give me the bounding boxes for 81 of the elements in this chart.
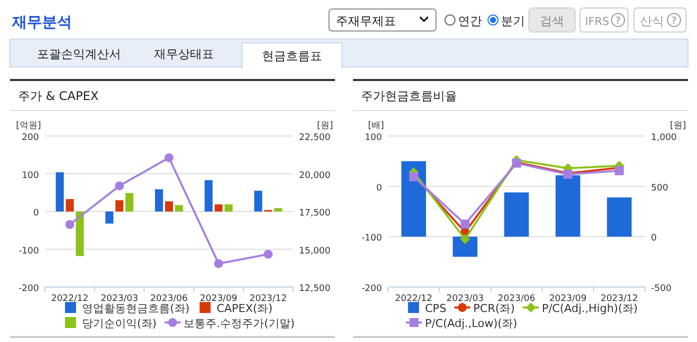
legend-label: 보통주.수정주가(기말) (184, 317, 295, 330)
text: 포괄손익계산서 (37, 47, 121, 61)
text: 검색 (540, 14, 564, 28)
bar (214, 204, 223, 212)
x-tick-label: 2023/09 (549, 294, 587, 304)
y2-axis-title: [원] (316, 121, 333, 131)
bar (606, 197, 632, 237)
text: IFRS (585, 15, 610, 28)
bar (556, 175, 580, 237)
bar (274, 208, 282, 212)
bar (175, 205, 183, 212)
legend-label: CPS (425, 302, 446, 315)
text: 현금흐름표 (262, 49, 322, 63)
legend-label: 영업활동현금흐름(좌) (82, 302, 190, 315)
bar (254, 190, 262, 212)
bar (66, 199, 74, 212)
chart-title: 주가현금흐름비율 (361, 89, 457, 103)
bar (504, 192, 529, 237)
text: 주재무제표 (336, 14, 396, 28)
text: 분기 (501, 14, 525, 28)
bar (224, 204, 233, 212)
point (114, 181, 124, 190)
y2-axis-title: [원] (670, 121, 686, 131)
text: 산식 (640, 14, 664, 28)
point (264, 250, 273, 259)
legend-label: PCR(좌) (473, 302, 515, 315)
bar (105, 212, 114, 224)
point (164, 153, 174, 162)
legend-label: CAPEX(좌) (216, 302, 273, 315)
x-tick-label: 2023/03 (446, 294, 484, 304)
y-tick-label: 0 (33, 208, 40, 218)
y2-tick-label: 20,000 (299, 170, 331, 181)
y2-tick-label: 17,500 (299, 208, 331, 218)
y-tick-label: 200 (22, 133, 40, 143)
point (460, 220, 470, 229)
y-axis-title: [배] (368, 121, 384, 131)
bar (401, 161, 426, 237)
text: 재무분석 (11, 13, 72, 31)
legend-label: P/C(Adj.,Low)(좌) (425, 317, 518, 330)
y2-tick-label: 15,000 (299, 246, 331, 256)
y-tick-label: -100 (362, 234, 382, 244)
point (65, 220, 74, 229)
legend-label: P/C(Adj.,High)(좌) (542, 302, 638, 315)
y2-tick-label: 12,500 (299, 284, 331, 294)
bar (155, 189, 163, 212)
x-tick-label: 2022/12 (51, 294, 88, 304)
bar (452, 236, 478, 257)
y-tick-label: 0 (376, 183, 382, 194)
point (614, 166, 624, 176)
x-tick-label: 2023/12 (600, 294, 638, 304)
text: 재무상태표 (154, 47, 214, 61)
text: 연간 (458, 14, 482, 28)
point (214, 259, 224, 268)
bar (115, 200, 124, 212)
x-tick-label: 2023/09 (200, 294, 238, 304)
point (460, 234, 470, 244)
x-tick-label: 2023/03 (100, 294, 138, 304)
y2-tick-label: -500 (651, 284, 672, 294)
y2-tick-label: 22,500 (299, 133, 331, 143)
legend-label: 당기순이익(좌) (82, 317, 157, 330)
y-tick-label: 100 (364, 133, 382, 143)
x-tick-label: 2023/06 (150, 294, 188, 304)
y-axis-title: [억원] (16, 121, 41, 131)
x-tick-label: 2023/12 (250, 294, 287, 304)
y2-tick-label: 1,000 (651, 133, 678, 143)
bar (125, 193, 134, 212)
bar (204, 180, 213, 212)
y2-tick-label: 0 (651, 234, 657, 244)
bar (56, 172, 64, 212)
y-tick-label: -200 (362, 284, 382, 294)
bar (76, 212, 84, 256)
x-tick-label: 2022/12 (395, 294, 432, 304)
x-tick-label: 2023/06 (498, 294, 536, 304)
bar (165, 201, 173, 212)
y-tick-label: -200 (18, 284, 40, 294)
chart-title: 주가 & CAPEX (18, 89, 99, 103)
y-tick-label: -100 (18, 246, 40, 256)
text: ? (615, 16, 621, 27)
y2-tick-label: 500 (651, 183, 668, 194)
y-tick-label: 100 (22, 170, 40, 181)
text: ? (671, 16, 677, 27)
